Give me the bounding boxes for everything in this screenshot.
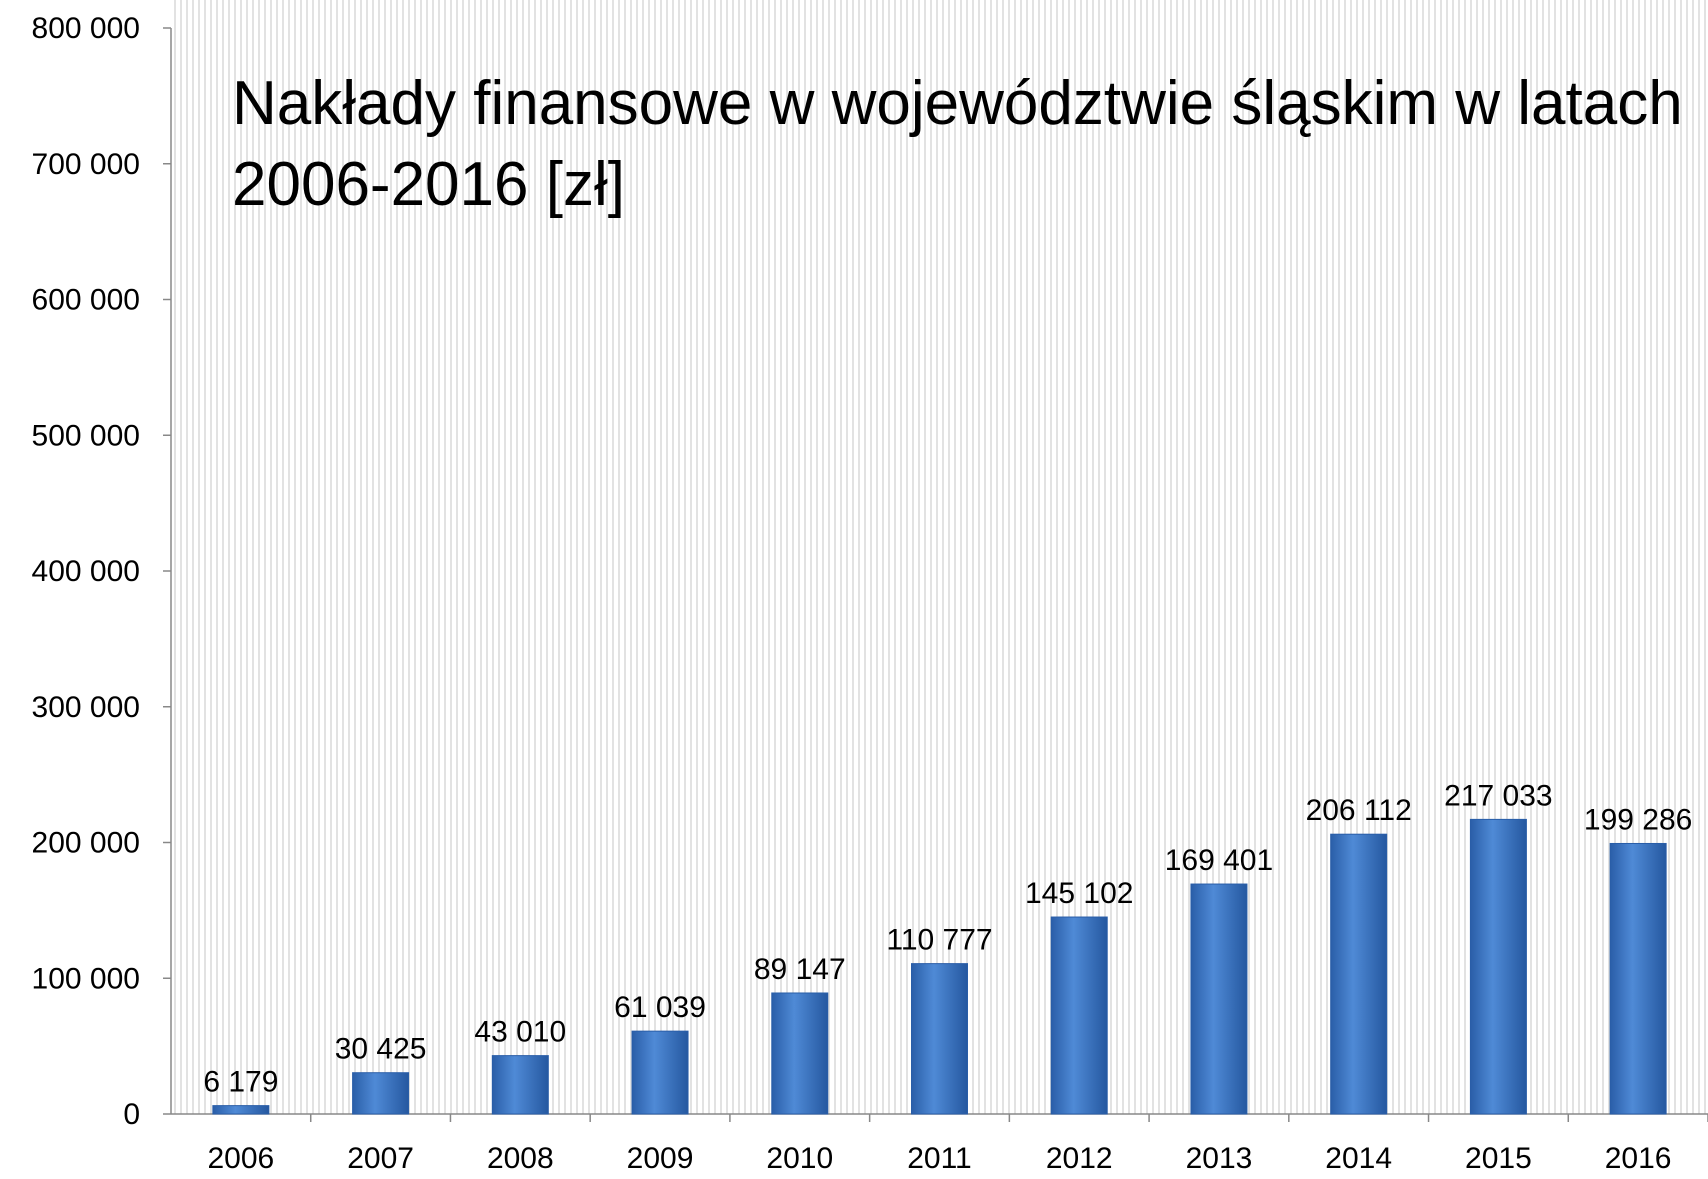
bar bbox=[352, 1072, 410, 1115]
bar bbox=[212, 1105, 270, 1115]
x-tick-label: 2012 bbox=[1046, 1142, 1113, 1175]
value-label: 217 033 bbox=[1444, 779, 1552, 812]
x-tick-label: 2015 bbox=[1465, 1142, 1532, 1175]
x-tick-label: 2007 bbox=[347, 1142, 414, 1175]
x-tick-label: 2008 bbox=[487, 1142, 554, 1175]
plot-background bbox=[171, 0, 1708, 1114]
value-label: 169 401 bbox=[1165, 844, 1273, 877]
value-label: 61 039 bbox=[614, 991, 706, 1024]
x-tick-label: 2014 bbox=[1325, 1142, 1392, 1175]
y-tick-label: 200 000 bbox=[32, 827, 140, 860]
value-label: 89 147 bbox=[754, 953, 846, 986]
x-tick-label: 2010 bbox=[766, 1142, 833, 1175]
value-label: 110 777 bbox=[886, 924, 992, 957]
y-tick-label: 800 000 bbox=[32, 12, 140, 45]
y-tick-label: 400 000 bbox=[32, 555, 140, 588]
value-label: 145 102 bbox=[1025, 877, 1133, 910]
bar bbox=[1330, 833, 1388, 1115]
title-box: Nakłady finansowe w województwie śląskim… bbox=[232, 69, 1683, 219]
x-tick-label: 2013 bbox=[1186, 1142, 1253, 1175]
x-tick-label: 2016 bbox=[1605, 1142, 1672, 1175]
y-tick-label: 0 bbox=[123, 1098, 140, 1131]
bar bbox=[1050, 916, 1108, 1115]
bar bbox=[771, 992, 829, 1115]
y-tick-label: 300 000 bbox=[32, 691, 140, 724]
value-label: 6 179 bbox=[203, 1066, 278, 1099]
bar bbox=[911, 963, 968, 1115]
chart-title: Nakłady finansowe w województwie śląskim… bbox=[232, 69, 1683, 219]
x-tick-label: 2011 bbox=[907, 1142, 972, 1175]
value-label: 199 286 bbox=[1584, 803, 1692, 836]
bar bbox=[631, 1030, 689, 1115]
value-label: 30 425 bbox=[335, 1033, 427, 1066]
x-tick-label: 2009 bbox=[627, 1142, 694, 1175]
value-label: 206 112 bbox=[1306, 794, 1412, 827]
value-label: 43 010 bbox=[474, 1016, 566, 1049]
y-tick-label: 100 000 bbox=[32, 962, 140, 995]
y-tick-label: 600 000 bbox=[32, 284, 140, 317]
y-tick-label: 500 000 bbox=[32, 419, 140, 452]
bar bbox=[1190, 883, 1248, 1115]
y-tick-label: 700 000 bbox=[32, 148, 140, 181]
bar bbox=[1609, 842, 1667, 1115]
x-tick-label: 2006 bbox=[207, 1142, 274, 1175]
bar bbox=[1469, 818, 1527, 1115]
bar bbox=[491, 1055, 549, 1115]
